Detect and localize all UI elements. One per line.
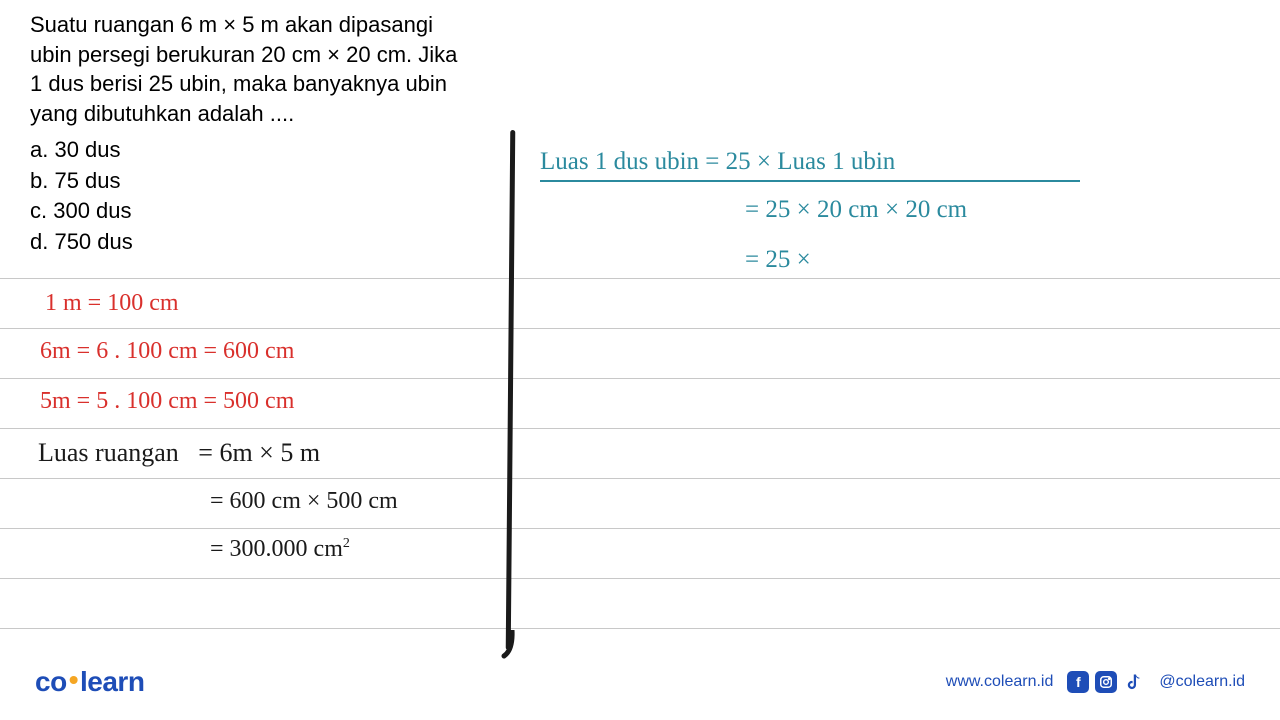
red-conv-line2: 6m = 6 . 100 cm = 600 cm <box>40 338 294 365</box>
rule-line <box>0 278 1280 279</box>
teal-line1: Luas 1 dus ubin = 25 × Luas 1 ubin <box>540 148 895 176</box>
divider-curve <box>496 630 526 660</box>
rule-line <box>0 378 1280 379</box>
black-area-eq3: = 300.000 cm2 <box>210 536 350 563</box>
rule-line <box>0 578 1280 579</box>
black-area-eq2: = 600 cm × 500 cm <box>210 488 398 515</box>
social-icons: f <box>1067 671 1145 693</box>
tiktok-icon <box>1123 671 1145 693</box>
rule-line <box>0 328 1280 329</box>
teal-line3: = 25 × <box>745 246 811 274</box>
logo-co: co <box>35 666 67 697</box>
footer: co•learn www.colearn.id f @colearn.id <box>0 662 1280 702</box>
teal-underline <box>540 178 1080 184</box>
black-area-eq3-sup: 2 <box>343 536 350 551</box>
question-block: Suatu ruangan 6 m × 5 m akan dipasangi u… <box>30 10 470 258</box>
black-area-label: Luas ruangan = 6m × 5 m <box>38 438 320 468</box>
footer-url: www.colearn.id <box>946 673 1054 691</box>
social-handle: @colearn.id <box>1159 673 1245 691</box>
footer-right: www.colearn.id f @colearn.id <box>946 671 1245 693</box>
instagram-icon <box>1095 671 1117 693</box>
question-text: Suatu ruangan 6 m × 5 m akan dipasangi u… <box>30 10 470 129</box>
option-d: d. 750 dus <box>30 227 470 258</box>
red-conv-line3: 5m = 5 . 100 cm = 500 cm <box>40 388 294 415</box>
teal-line2: = 25 × 20 cm × 20 cm <box>745 196 967 224</box>
options-list: a. 30 dus b. 75 dus c. 300 dus d. 750 du… <box>30 135 470 258</box>
rule-line <box>0 528 1280 529</box>
option-b: b. 75 dus <box>30 166 470 197</box>
red-conv-line1: 1 m = 100 cm <box>45 290 179 317</box>
logo-learn: learn <box>80 666 144 697</box>
option-c: c. 300 dus <box>30 196 470 227</box>
rule-line <box>0 428 1280 429</box>
option-a: a. 30 dus <box>30 135 470 166</box>
black-area-label-text: Luas ruangan <box>38 438 179 467</box>
rule-line <box>0 628 1280 629</box>
facebook-icon: f <box>1067 671 1089 693</box>
brand-logo: co•learn <box>35 666 144 698</box>
logo-dot-icon: • <box>69 664 78 695</box>
black-area-eq1: = 6m × 5 m <box>198 438 320 467</box>
black-area-eq3-val: = 300.000 cm <box>210 536 343 562</box>
rule-line <box>0 478 1280 479</box>
